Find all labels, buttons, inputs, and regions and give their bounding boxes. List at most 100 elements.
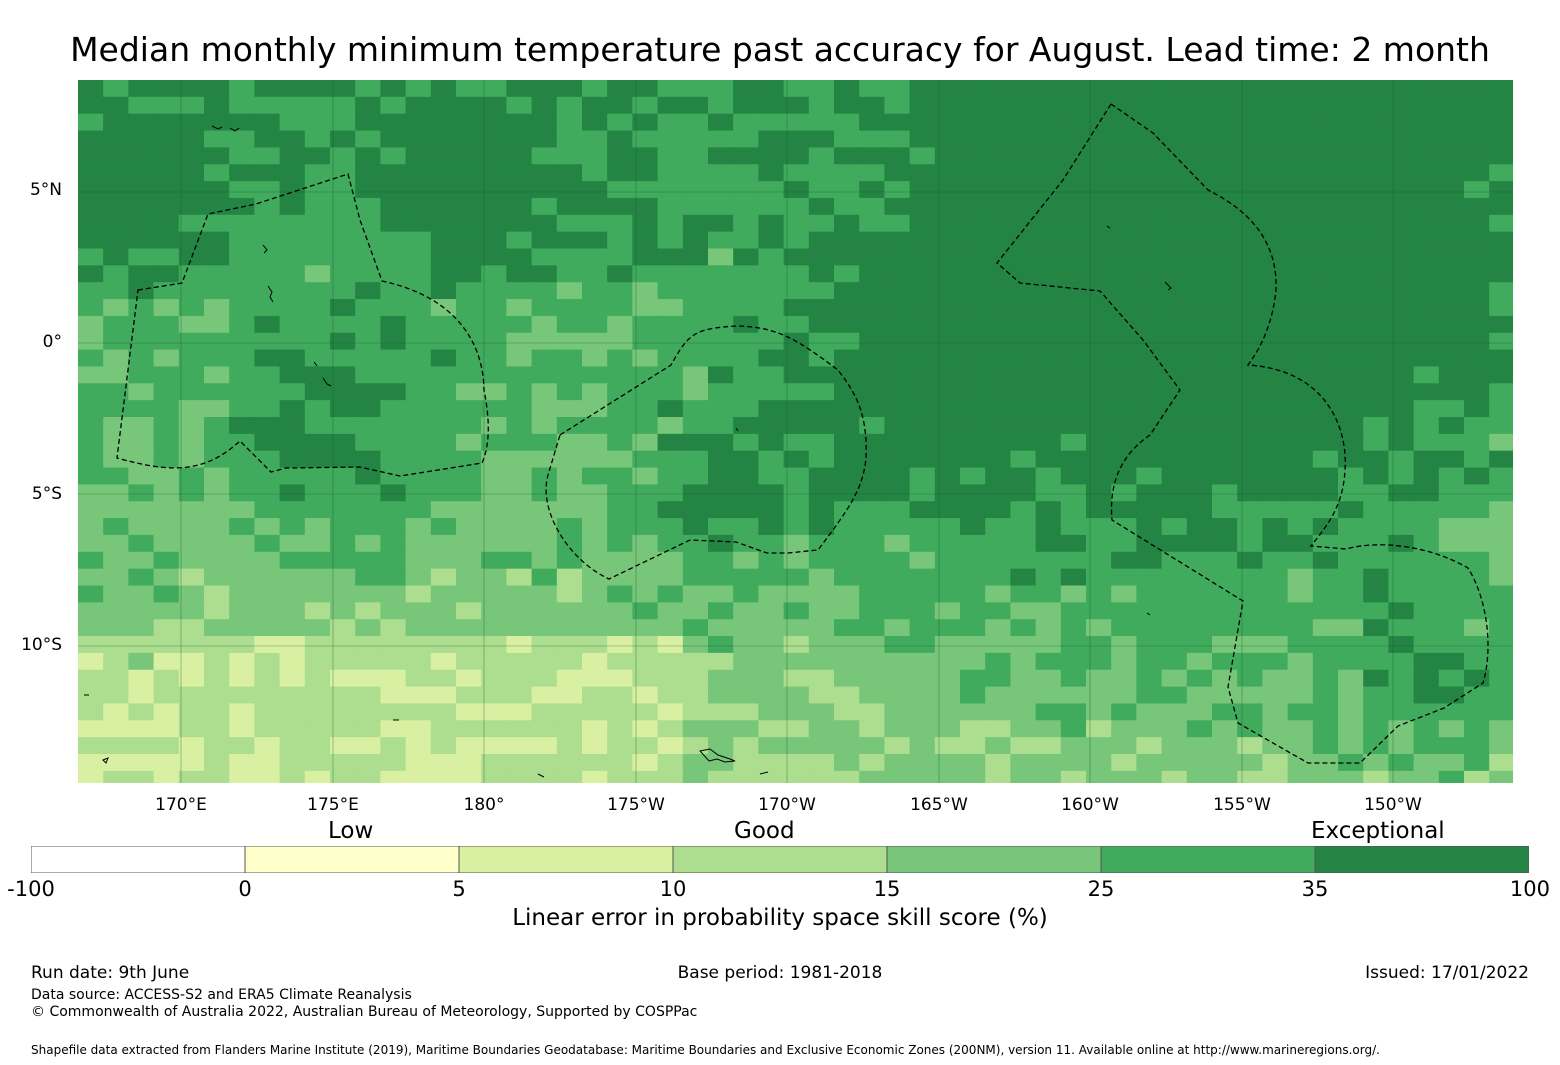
grid-cell <box>1312 501 1339 519</box>
grid-cell <box>632 602 659 620</box>
grid-cell <box>1388 754 1415 772</box>
grid-cell <box>1363 636 1389 654</box>
grid-cell <box>1086 568 1112 587</box>
grid-cell <box>657 652 684 671</box>
grid-cell <box>380 96 407 115</box>
grid-cell <box>1212 417 1238 435</box>
grid-cell <box>506 636 533 654</box>
grid-cell <box>254 400 281 418</box>
grid-cell <box>279 737 306 755</box>
grid-cell <box>1237 231 1263 250</box>
grid-cell <box>1086 248 1112 266</box>
grid-cell <box>808 248 835 266</box>
grid-cell <box>909 96 936 115</box>
grid-cell <box>884 96 911 115</box>
grid-cell <box>960 585 986 603</box>
grid-cell <box>456 534 482 553</box>
grid-cell <box>128 518 155 536</box>
grid-cell <box>279 585 306 603</box>
grid-cell <box>1161 214 1188 233</box>
grid-cell <box>103 417 129 435</box>
grid-cell <box>1312 636 1339 654</box>
grid-cell <box>506 214 533 233</box>
grid-cell <box>1237 484 1263 502</box>
grid-cell <box>279 181 306 199</box>
grid-cell <box>934 366 961 384</box>
grid-cell <box>985 737 1011 755</box>
grid-cell <box>1464 770 1490 783</box>
grid-cell <box>355 366 381 384</box>
grid-cell <box>355 619 381 637</box>
grid-cell <box>1438 332 1465 351</box>
grid-cell <box>1413 636 1440 654</box>
grid-cell <box>960 568 986 587</box>
grid-cell <box>481 214 507 233</box>
grid-cell <box>1312 96 1339 115</box>
grid-cell <box>1438 147 1465 165</box>
grid-cell <box>582 754 608 772</box>
grid-cell <box>1060 484 1087 502</box>
grid-cell <box>128 737 155 755</box>
grid-cell <box>153 450 180 469</box>
grid-cell <box>1363 80 1389 98</box>
grid-cell <box>330 349 356 368</box>
colorbar-bin <box>1314 846 1529 873</box>
grid-cell <box>330 501 356 519</box>
grid-cell <box>607 720 633 738</box>
grid-cell <box>1136 703 1163 721</box>
grid-cell <box>1010 737 1037 755</box>
grid-cell <box>556 754 583 772</box>
grid-cell <box>708 130 734 148</box>
grid-cell <box>934 96 961 115</box>
grid-cell <box>330 619 356 637</box>
grid-cell <box>153 686 180 705</box>
grid-cell <box>783 754 810 772</box>
grid-cell <box>884 315 911 334</box>
grid-cell <box>1413 147 1440 165</box>
grid-cell <box>1237 686 1263 705</box>
grid-cell <box>632 349 659 368</box>
grid-cell <box>78 197 104 216</box>
grid-cell <box>607 703 633 721</box>
grid-cell <box>1262 720 1289 738</box>
grid-cell <box>1010 534 1037 553</box>
grid-cell <box>682 501 709 519</box>
grid-cell <box>909 534 936 553</box>
grid-cell <box>1035 383 1062 401</box>
grid-cell <box>859 214 885 233</box>
grid-cell <box>808 669 835 688</box>
grid-cell <box>859 518 885 536</box>
grid-cell <box>859 703 885 721</box>
grid-cell <box>682 484 709 502</box>
grid-cell <box>909 417 936 435</box>
grid-cell <box>1388 315 1415 334</box>
grid-cell <box>254 669 281 688</box>
lat-label: 5°N <box>29 180 62 200</box>
grid-cell <box>1363 737 1389 755</box>
grid-cell <box>531 383 558 401</box>
grid-cell <box>1111 669 1137 688</box>
grid-cell <box>1111 197 1137 216</box>
grid-cell <box>1464 703 1490 721</box>
grid-cell <box>1489 703 1513 721</box>
grid-cell <box>783 80 810 98</box>
grid-cell <box>657 214 684 233</box>
grid-cell <box>1035 113 1062 132</box>
grid-cell <box>733 248 759 266</box>
grid-cell <box>884 636 911 654</box>
grid-cell <box>934 282 961 300</box>
grid-cell <box>1262 433 1289 452</box>
grid-cell <box>1438 299 1465 317</box>
grid-cell <box>430 400 457 418</box>
grid-cell <box>934 534 961 553</box>
grid-cell <box>985 248 1011 266</box>
grid-cell <box>1212 147 1238 165</box>
grid-cell <box>330 265 356 283</box>
grid-cell <box>859 619 885 637</box>
grid-cell <box>1035 197 1062 216</box>
grid-cell <box>103 501 129 519</box>
issued-date: Issued: 17/01/2022 <box>1365 963 1529 983</box>
grid-cell <box>607 518 633 536</box>
grid-cell <box>783 164 810 182</box>
grid-cell <box>506 754 533 772</box>
